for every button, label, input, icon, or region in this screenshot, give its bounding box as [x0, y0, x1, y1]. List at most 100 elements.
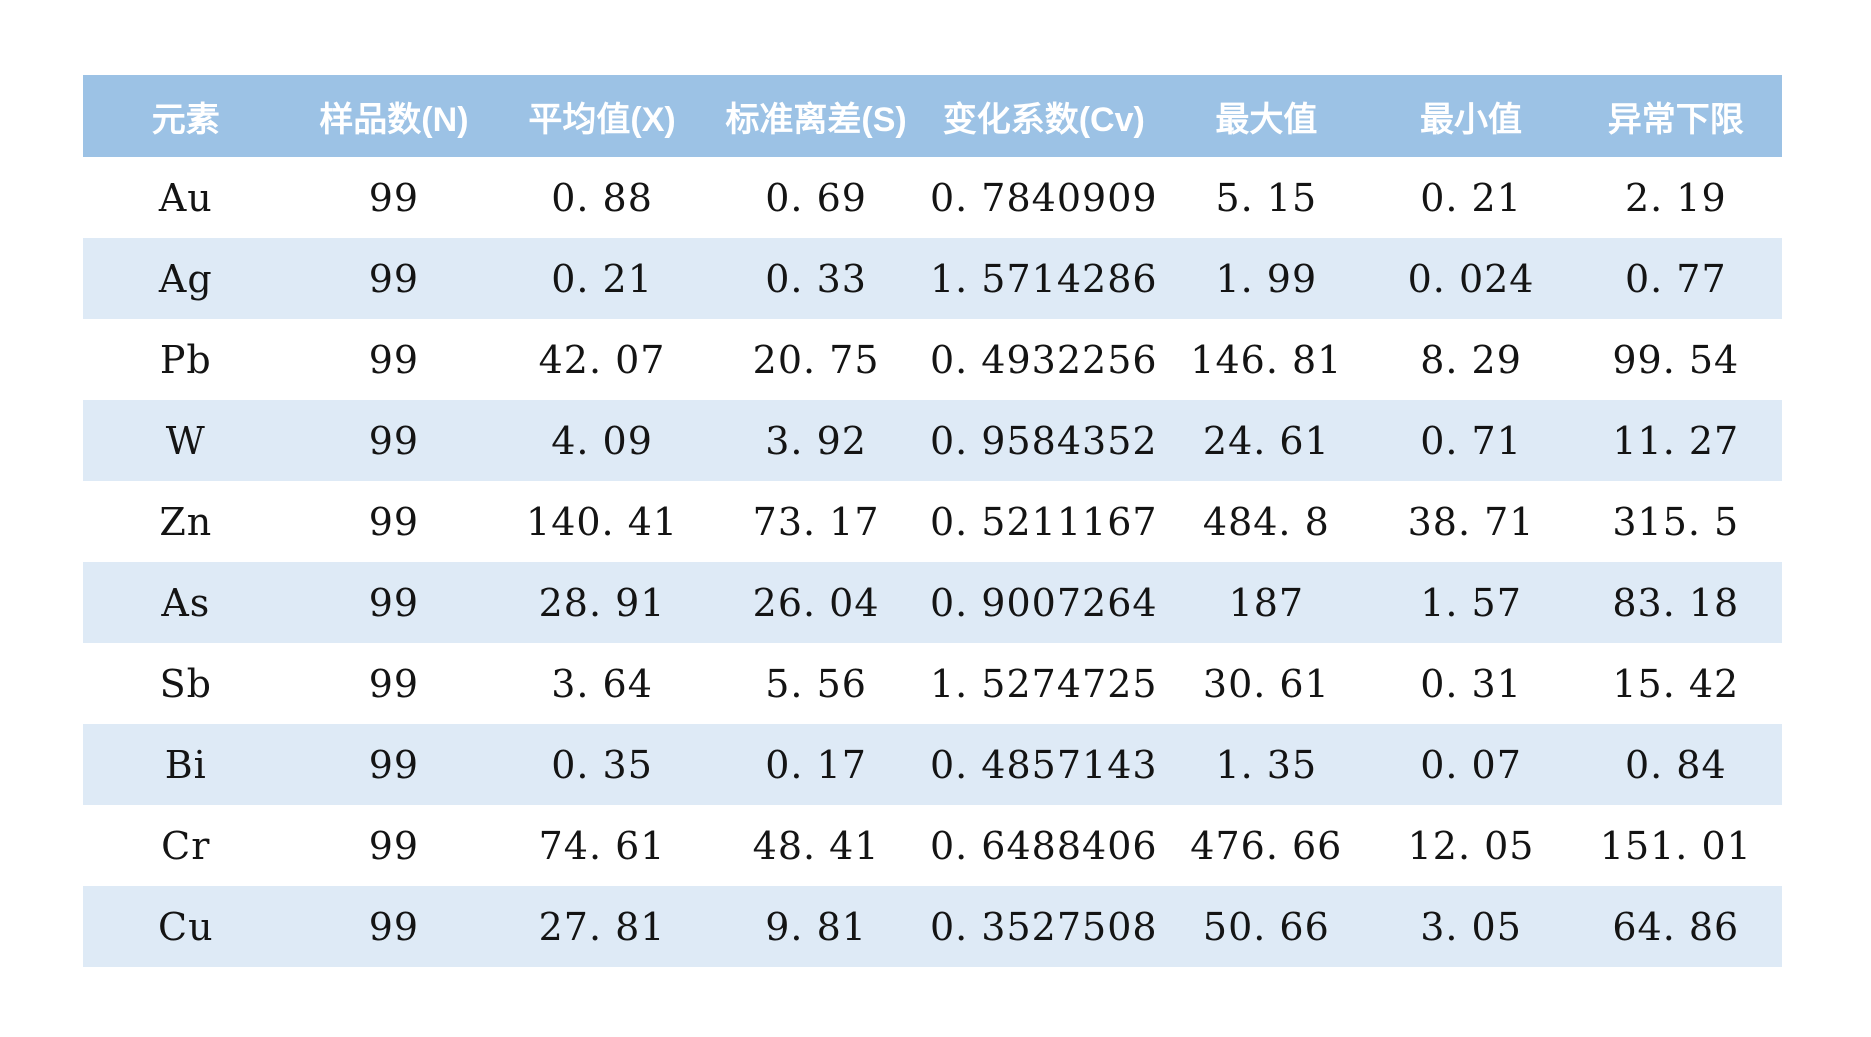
cell-value: 0. 4932256 — [929, 337, 1158, 382]
cell-value: 83. 18 — [1612, 580, 1740, 625]
cell-value: 0. 21 — [1420, 175, 1522, 220]
cell-element-symbol: Ag — [158, 256, 213, 301]
element-statistics-table-container: 元素 样品数(N) 平均值(X) 标准离差(S) 变化系数(Cv) 最大值 最小值 异常下限 … — [83, 75, 1782, 967]
table-row: Pb 99 42. 07 20. 75 0. 4932256 146. 81 8. 29 99… — [83, 319, 1782, 400]
column-header: 标准离差(S) — [704, 75, 928, 157]
cell-value: 8. 29 — [1420, 337, 1522, 382]
cell-value: 146. 81 — [1190, 337, 1343, 382]
header-row: 元素 样品数(N) 平均值(X) 标准离差(S) 变化系数(Cv) 最大值 最小值 异常下限 — [83, 75, 1782, 157]
cell-value: 315. 5 — [1612, 499, 1740, 544]
cell-value: 1. 99 — [1215, 256, 1318, 301]
cell-value: 0. 6488406 — [929, 823, 1158, 868]
column-header: 最小值 — [1372, 75, 1570, 157]
table-row: Cu 99 27. 81 9. 81 0. 3527508 50. 66 3. 05 64. … — [83, 886, 1782, 967]
table-row: Sb 99 3. 64 5. 56 1. 5274725 30. 61 0. 31 15. 4… — [83, 643, 1782, 724]
column-header: 元素 — [83, 75, 289, 157]
table-row: Ag 99 0. 21 0. 33 1. 5714286 1. 99 0. 024 0. 77 — [83, 238, 1782, 319]
cell-value: 99 — [368, 499, 420, 544]
cell-value: 0. 7840909 — [929, 175, 1158, 220]
cell-value: 99 — [368, 418, 420, 463]
cell-value: 0. 33 — [765, 256, 867, 301]
cell-value: 15. 42 — [1612, 661, 1740, 706]
table-row: Au 99 0. 88 0. 69 0. 7840909 5. 15 0. 21 2. 19 — [83, 157, 1782, 238]
cell-value: 140. 41 — [526, 499, 679, 544]
cell-element-symbol: Pb — [159, 337, 212, 382]
cell-value: 0. 07 — [1420, 742, 1522, 787]
cell-value: 27. 81 — [538, 904, 666, 949]
cell-value: 5. 15 — [1215, 175, 1318, 220]
cell-value: 151. 01 — [1599, 823, 1752, 868]
cell-value: 0. 31 — [1420, 661, 1522, 706]
cell-value: 24. 61 — [1202, 418, 1330, 463]
cell-value: 0. 21 — [551, 256, 653, 301]
table-row: As 99 28. 91 26. 04 0. 9007264 187 1. 57 83. 18 — [83, 562, 1782, 643]
cell-value: 9. 81 — [765, 904, 867, 949]
cell-value: 0. 88 — [551, 175, 653, 220]
cell-value: 1. 5274725 — [929, 661, 1158, 706]
cell-value: 12. 05 — [1407, 823, 1535, 868]
cell-value: 1. 5714286 — [929, 256, 1158, 301]
cell-value: 20. 75 — [752, 337, 880, 382]
cell-element-symbol: W — [165, 418, 206, 463]
cell-value: 26. 04 — [752, 580, 880, 625]
cell-element-symbol: As — [161, 580, 211, 625]
cell-value: 0. 35 — [551, 742, 653, 787]
cell-value: 484. 8 — [1202, 499, 1330, 544]
cell-element-symbol: Sb — [159, 661, 212, 706]
cell-value: 42. 07 — [538, 337, 666, 382]
cell-value: 0. 69 — [765, 175, 867, 220]
cell-value: 50. 66 — [1202, 904, 1330, 949]
cell-value: 2. 19 — [1624, 175, 1727, 220]
column-header: 样品数(N) — [288, 75, 500, 157]
cell-value: 0. 77 — [1624, 256, 1727, 301]
cell-element-symbol: Au — [158, 175, 213, 220]
cell-value: 48. 41 — [752, 823, 880, 868]
cell-value: 3. 92 — [765, 418, 867, 463]
cell-value: 476. 66 — [1190, 823, 1343, 868]
table-row: Bi 99 0. 35 0. 17 0. 4857143 1. 35 0. 07 0. 84 — [83, 724, 1782, 805]
table-row: Zn 99 140. 41 73. 17 0. 5211167 484. 8 38. 71 3… — [83, 481, 1782, 562]
cell-value: 28. 91 — [538, 580, 666, 625]
cell-value: 3. 64 — [551, 661, 653, 706]
cell-value: 30. 61 — [1202, 661, 1330, 706]
cell-value: 0. 024 — [1407, 256, 1535, 301]
cell-value: 99 — [368, 823, 420, 868]
cell-value: 0. 17 — [765, 742, 867, 787]
cell-value: 187 — [1228, 580, 1305, 625]
table-row: Cr 99 74. 61 48. 41 0. 6488406 476. 66 12. 05 1… — [83, 805, 1782, 886]
cell-value: 11. 27 — [1612, 418, 1740, 463]
cell-value: 1. 35 — [1215, 742, 1318, 787]
cell-value: 0. 71 — [1420, 418, 1522, 463]
cell-value: 1. 57 — [1420, 580, 1522, 625]
cell-value: 99 — [368, 580, 420, 625]
cell-value: 64. 86 — [1612, 904, 1740, 949]
cell-element-symbol: Bi — [164, 742, 207, 787]
column-header: 最大值 — [1160, 75, 1373, 157]
cell-element-symbol: Cr — [161, 823, 211, 868]
cell-value: 73. 17 — [752, 499, 880, 544]
cell-value: 0. 3527508 — [929, 904, 1158, 949]
column-header: 平均值(X) — [499, 75, 705, 157]
cell-value: 0. 4857143 — [929, 742, 1158, 787]
cell-value: 0. 9007264 — [929, 580, 1158, 625]
cell-value: 99 — [368, 742, 420, 787]
cell-value: 99. 54 — [1612, 337, 1740, 382]
cell-value: 99 — [368, 904, 420, 949]
cell-value: 99 — [368, 175, 420, 220]
cell-value: 0. 9584352 — [929, 418, 1158, 463]
cell-value: 3. 05 — [1420, 904, 1522, 949]
table-body: Au 99 0. 88 0. 69 0. 7840909 5. 15 0. 21 2. 19 A… — [83, 157, 1782, 967]
cell-value: 0. 5211167 — [929, 499, 1158, 544]
cell-value: 74. 61 — [538, 823, 666, 868]
cell-value: 38. 71 — [1407, 499, 1535, 544]
cell-value: 4. 09 — [551, 418, 653, 463]
cell-value: 0. 84 — [1624, 742, 1727, 787]
cell-value: 5. 56 — [765, 661, 867, 706]
element-statistics-table: 元素 样品数(N) 平均值(X) 标准离差(S) 变化系数(Cv) 最大值 最小值 异常下限 … — [83, 75, 1782, 967]
table-row: W 99 4. 09 3. 92 0. 9584352 24. 61 0. 71 11. 27 — [83, 400, 1782, 481]
column-header: 变化系数(Cv) — [927, 75, 1161, 157]
cell-value: 99 — [368, 337, 420, 382]
cell-value: 99 — [368, 661, 420, 706]
table-header: 元素 样品数(N) 平均值(X) 标准离差(S) 变化系数(Cv) 最大值 最小值 异常下限 — [83, 75, 1782, 157]
